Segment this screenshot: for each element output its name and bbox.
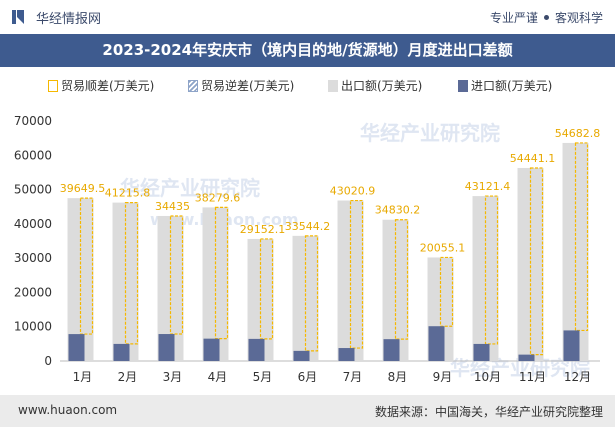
- site-name: 华经情报网: [36, 12, 102, 27]
- data-label: 34435: [155, 200, 190, 213]
- import-bar: [518, 354, 535, 361]
- data-label: 43020.9: [330, 185, 376, 198]
- logo-icon: [12, 10, 24, 24]
- y-tick-label: 10000: [14, 320, 52, 334]
- surplus-bar: [79, 197, 94, 335]
- x-tick-label: 6月: [298, 370, 318, 384]
- slogan-left: 专业严谨: [489, 11, 538, 25]
- data-label: 38279.6: [195, 191, 241, 204]
- legend-label-export: 出口额(万美元): [341, 79, 423, 93]
- data-label: 29152.1: [240, 223, 286, 236]
- x-tick-label: 4月: [208, 370, 228, 384]
- y-tick-label: 40000: [14, 217, 52, 231]
- x-tick-label: 2月: [118, 370, 138, 384]
- legend-item-surplus: 贸易顺差(万美元): [48, 76, 154, 96]
- x-tick-label: 1月: [73, 370, 93, 384]
- import-bar: [68, 334, 85, 361]
- y-tick-label: 70000: [14, 114, 52, 128]
- import-bar: [428, 326, 445, 361]
- y-tick-label: 50000: [14, 183, 52, 197]
- import-bar: [383, 339, 400, 361]
- surplus-bar: [529, 167, 544, 356]
- surplus-bar: [439, 256, 454, 327]
- y-tick-label: 0: [44, 354, 52, 368]
- data-label: 43121.4: [465, 180, 511, 193]
- y-tick-label: 60000: [14, 148, 52, 162]
- x-tick-label: 9月: [433, 370, 453, 384]
- surplus-bar: [574, 142, 589, 332]
- surplus-bar: [304, 235, 319, 352]
- y-tick-label: 30000: [14, 251, 52, 265]
- surplus-bar: [394, 219, 409, 340]
- surplus-bar: [259, 238, 274, 340]
- footer-source: 数据来源：中国海关，华经产业研究院整理: [374, 405, 603, 419]
- legend-item-import: 进口额(万美元): [458, 76, 552, 96]
- surplus-bar: [169, 215, 184, 335]
- slogan-right: 客观科学: [554, 11, 603, 25]
- footer-url: www.huaon.com: [18, 403, 118, 417]
- chart-title: 2023-2024年安庆市（境内目的地/货源地）月度进出口差额: [102, 41, 513, 59]
- footer: www.huaon.com 数据来源：中国海关，华经产业研究院整理: [0, 395, 615, 427]
- surplus-bar: [484, 195, 499, 345]
- x-tick-label: 8月: [388, 370, 408, 384]
- x-tick-label: 12月: [564, 370, 591, 384]
- legend: 贸易顺差(万美元) 贸易逆差(万美元) 出口额(万美元) 进口额(万美元): [0, 76, 615, 96]
- data-label: 33544.2: [285, 220, 331, 233]
- legend-item-export: 出口额(万美元): [328, 76, 422, 96]
- import-bar: [473, 343, 490, 361]
- title-bar: 2023-2024年安庆市（境内目的地/货源地）月度进出口差额: [0, 34, 615, 67]
- import-bar: [293, 350, 310, 361]
- legend-swatch-export: [328, 80, 338, 92]
- slogan: 专业严谨 客观科学: [490, 9, 603, 26]
- bar-chart: 华经产业研究院 华经产业研究院 华经产业研究院 www.huaon.com 01…: [14, 114, 601, 384]
- legend-label-deficit: 贸易逆差(万美元): [201, 79, 295, 93]
- legend-label-surplus: 贸易顺差(万美元): [61, 79, 155, 93]
- legend-label-import: 进口额(万美元): [471, 79, 553, 93]
- surplus-bar: [124, 201, 139, 345]
- x-tick-label: 10月: [474, 370, 501, 384]
- import-bar: [338, 348, 355, 361]
- data-label: 39649.5: [60, 182, 106, 195]
- data-label: 41215.8: [105, 187, 151, 200]
- x-tick-label: 7月: [343, 370, 363, 384]
- import-bar: [113, 343, 130, 361]
- data-label: 54682.8: [555, 127, 601, 140]
- x-tick-label: 11月: [519, 370, 546, 384]
- data-label: 34830.2: [375, 204, 421, 217]
- data-label: 54441.1: [510, 152, 556, 165]
- watermark-text: 华经产业研究院: [120, 176, 260, 200]
- surplus-bar: [349, 199, 364, 349]
- legend-swatch-import: [458, 80, 468, 92]
- y-tick-label: 20000: [14, 285, 52, 299]
- legend-swatch-surplus: [48, 80, 58, 92]
- watermark-text-2: 华经产业研究院: [360, 121, 500, 145]
- data-label: 20055.1: [420, 241, 466, 254]
- surplus-bar: [214, 206, 229, 340]
- export-bar: [517, 167, 544, 361]
- import-bar: [203, 338, 220, 361]
- x-tick-label: 5月: [253, 370, 273, 384]
- x-tick-label: 3月: [163, 370, 183, 384]
- top-bar: 华经情报网 专业严谨 客观科学: [0, 0, 615, 34]
- legend-swatch-deficit: [188, 80, 198, 92]
- slogan-dot-icon: [543, 15, 549, 20]
- import-bar: [158, 334, 175, 361]
- import-bar: [563, 330, 580, 361]
- import-bar: [248, 338, 265, 361]
- legend-item-deficit: 贸易逆差(万美元): [188, 76, 294, 96]
